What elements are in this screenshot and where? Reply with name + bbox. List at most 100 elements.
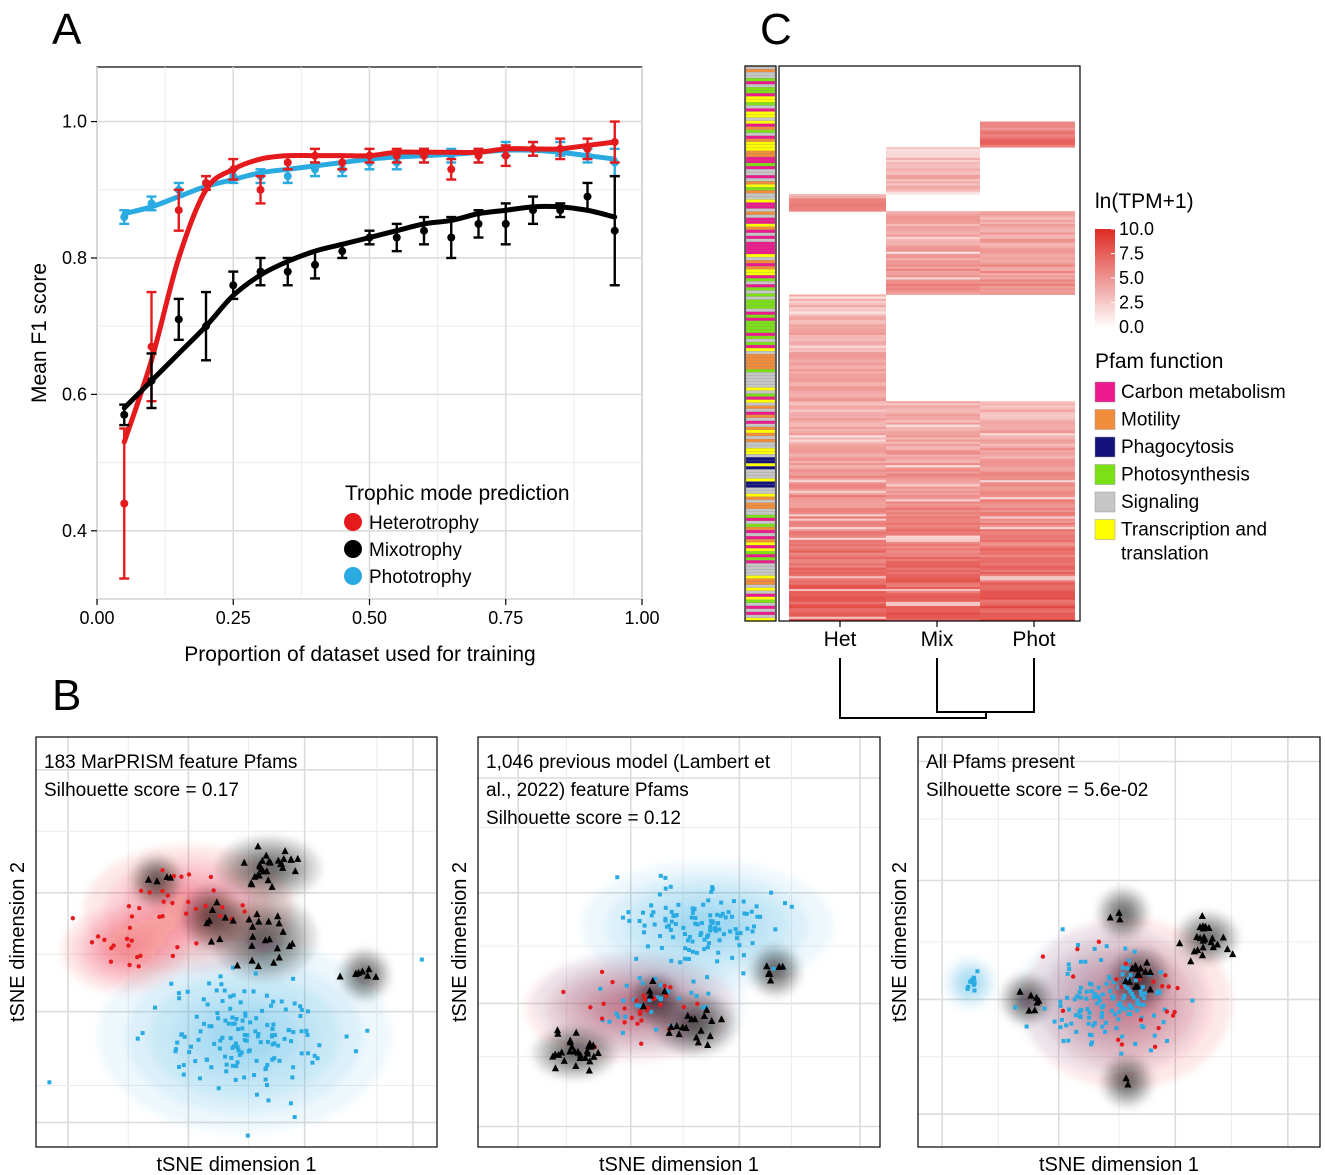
phototrophy-point — [673, 921, 678, 926]
mixotrophy-point — [364, 971, 372, 979]
heatmap-cell — [980, 516, 1075, 520]
heterotrophy-point — [622, 1006, 627, 1011]
mixotrophy-point — [420, 226, 428, 235]
heatmap-cell — [980, 270, 1075, 274]
heatmap-cell — [789, 411, 886, 415]
heatmap-cell — [886, 550, 980, 554]
phototrophy-point — [706, 991, 711, 996]
mixotrophy-point — [287, 855, 295, 863]
phototrophy-point — [315, 1056, 320, 1061]
phototrophy-point — [277, 1058, 282, 1063]
heatmap-cell — [980, 292, 1075, 295]
phototrophy-point — [1116, 985, 1121, 990]
phototrophy-point — [299, 1051, 304, 1056]
mixotrophy-point — [1143, 958, 1151, 966]
scale-gradient-step — [1095, 299, 1115, 302]
tsne-annotation-line: al., 2022) feature Pfams — [486, 780, 689, 801]
mixotrophy-point — [679, 1023, 687, 1031]
mixotrophy-point — [1229, 950, 1237, 958]
heterotrophy-point — [186, 872, 192, 877]
heatmap-cell — [886, 516, 980, 520]
phototrophy-point — [1092, 946, 1097, 951]
heatmap-cell — [980, 548, 1075, 552]
heatmap-cell — [980, 275, 1075, 278]
mixotrophy-point — [1198, 951, 1207, 959]
phototrophy-point — [1139, 992, 1144, 997]
heatmap-cell — [980, 510, 1075, 513]
phototrophy-point — [676, 902, 681, 907]
heatmap-cell — [789, 424, 886, 428]
phototrophy-point — [702, 947, 707, 952]
phototrophy-point — [291, 1030, 296, 1035]
heatmap-cell — [980, 469, 1075, 473]
heatmap-cell — [980, 584, 1075, 588]
heatmap-cell — [789, 458, 886, 462]
panel-c-row-annotation — [745, 65, 776, 622]
heatmap-cell — [980, 593, 1075, 596]
phototrophy-point — [701, 902, 706, 907]
heterotrophy-point — [1119, 984, 1124, 990]
heatmap-cell — [886, 183, 980, 187]
phototrophy-point — [1133, 978, 1138, 983]
phototrophy-point — [269, 1034, 274, 1039]
heatmap-cell — [789, 413, 886, 417]
phototrophy-point — [1122, 993, 1127, 998]
heterotrophy-point — [641, 993, 646, 998]
heatmap-cell — [980, 614, 1075, 618]
heatmap-cell — [789, 324, 886, 327]
heatmap-cell — [980, 121, 1075, 125]
panel-c-scale-title: ln(TPM+1) — [1095, 190, 1194, 213]
phototrophy-point — [658, 934, 663, 939]
heatmap-cell — [980, 424, 1075, 428]
heatmap-cell — [886, 539, 980, 543]
x-tick-label: 1.00 — [624, 608, 659, 628]
phototrophy-point — [968, 979, 973, 984]
tsne-frame — [477, 736, 881, 1148]
mixotrophy-point — [261, 936, 269, 944]
phototrophy-point — [215, 1011, 220, 1016]
mixotrophy-point — [763, 962, 771, 970]
heatmap-cell — [980, 603, 1075, 607]
heatmap-cell — [886, 189, 980, 193]
heterotrophy-point — [217, 913, 223, 919]
heterotrophy-point — [1123, 961, 1129, 966]
heatmap-cell — [789, 603, 886, 607]
heatmap-cell — [789, 326, 886, 330]
heatmap-cell — [886, 597, 980, 601]
scale-gradient-step — [1095, 271, 1115, 275]
phototrophy-point — [668, 928, 673, 933]
mixotrophy-point — [1176, 939, 1184, 947]
heterotrophy-point — [89, 940, 95, 945]
phototrophy-point — [653, 976, 658, 981]
heatmap-cell — [980, 433, 1075, 436]
phototrophy-point — [253, 971, 258, 976]
heatmap-cell — [789, 409, 886, 413]
phototrophy-point — [304, 1028, 309, 1033]
heterotrophy-point — [111, 943, 116, 948]
phototrophy-point — [1131, 995, 1136, 1000]
heterotrophy-point — [668, 985, 673, 990]
mixotrophy-point — [1106, 913, 1114, 921]
heatmap-cell — [980, 411, 1075, 415]
phototrophy-point — [312, 1053, 317, 1058]
heatmap-cell — [980, 234, 1075, 238]
panel-c-category-legend: Carbon metabolism Motility Phagocytosis Pho… — [1094, 381, 1286, 565]
phototrophy-point — [674, 913, 679, 918]
phototrophy-point — [239, 1050, 244, 1055]
heatmap-cell — [980, 608, 1075, 611]
heatmap-cell — [886, 221, 980, 225]
heatmap-cell — [980, 266, 1075, 270]
mixotrophy-point — [255, 861, 264, 869]
mixotrophy-point — [248, 956, 256, 964]
phototrophy-point — [972, 988, 977, 993]
heatmap-cell — [789, 475, 886, 479]
heterotrophy-point — [126, 943, 131, 948]
phototrophy-point — [1135, 998, 1140, 1003]
mixotrophy-point — [590, 1052, 598, 1060]
heatmap-cell — [789, 206, 886, 210]
heatmap-cell — [886, 563, 980, 566]
phototrophy-point — [750, 941, 755, 946]
heatmap-cell — [886, 571, 980, 575]
phototrophy-point — [647, 997, 652, 1002]
heatmap-cell — [980, 488, 1075, 492]
